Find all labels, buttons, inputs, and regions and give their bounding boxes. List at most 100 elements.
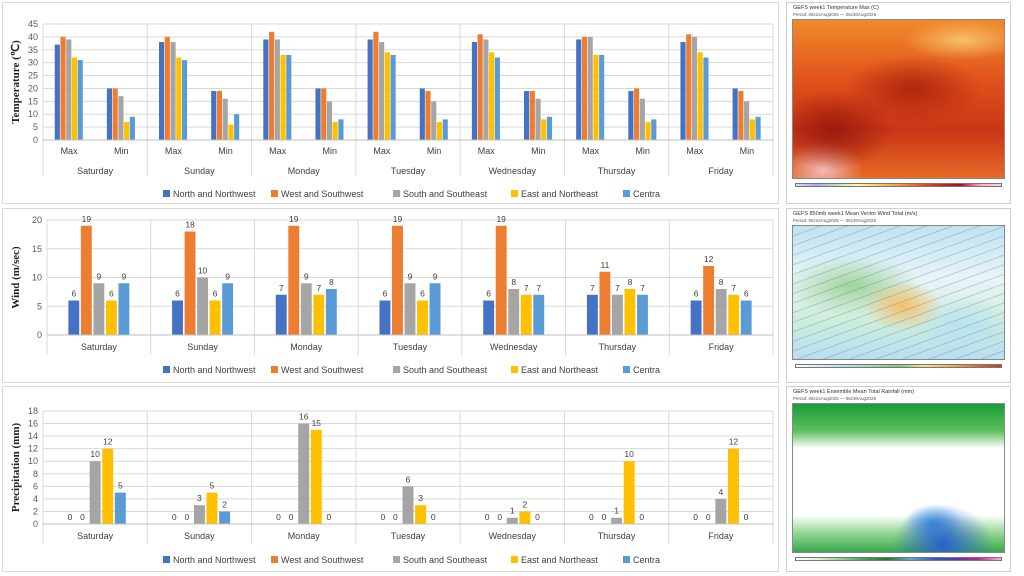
precipitation-day-label: Monday [288, 531, 321, 541]
wind-bar [275, 294, 287, 335]
wind-data-label: 6 [175, 289, 180, 299]
temperature-map-colorbar [795, 183, 1002, 187]
wind-y-tick-label: 5 [37, 301, 42, 311]
temperature-bar [494, 57, 500, 141]
temperature-subcategory-label: Max [373, 146, 391, 156]
temperature-bar [159, 42, 165, 140]
wind-bar [483, 300, 495, 335]
wind-y-tick-label: 0 [37, 330, 42, 340]
temperature-legend-entry: Centra [633, 189, 660, 199]
temperature-bar [77, 60, 83, 140]
wind-data-label: 19 [289, 214, 299, 224]
wind-data-label: 19 [393, 214, 403, 224]
wind-day-label: Wednesday [490, 342, 538, 352]
precipitation-day-label: Wednesday [489, 531, 537, 541]
temperature-bar [332, 121, 338, 140]
temperature-legend-swatch [393, 190, 400, 197]
wind-legend-swatch [393, 366, 400, 373]
wind-bar [703, 266, 715, 335]
precipitation-legend-entry: East and Northeast [521, 555, 599, 565]
precipitation-y-tick-label: 4 [33, 494, 38, 504]
rainfall-map-colorbar [795, 557, 1002, 561]
precipitation-day-label: Sunday [184, 531, 215, 541]
temperature-bar [546, 116, 553, 140]
wind-bar [300, 283, 312, 335]
wind-data-label: 9 [225, 271, 230, 281]
precipitation-bar [519, 511, 531, 524]
precipitation-data-label: 0 [485, 512, 490, 522]
temperature-subcategory-label: Min [740, 146, 755, 156]
rainfall-map: GEFS week1 Ensemble Mean Total Rainfall … [786, 386, 1011, 572]
wind-data-label: 6 [420, 289, 425, 299]
temperature-day-label: Friday [708, 166, 734, 176]
wind-data-label: 6 [486, 289, 491, 299]
precipitation-bar [219, 511, 231, 524]
precipitation-legend-entry: West and Southwest [281, 555, 364, 565]
wind-bar [184, 231, 196, 335]
temperature-day-label: Sunday [184, 166, 215, 176]
temperature-bar [315, 88, 321, 140]
wind-map-colorbar [795, 364, 1002, 368]
precipitation-data-label: 0 [380, 512, 385, 522]
wind-day-label: Monday [290, 342, 323, 352]
wind-day-label: Tuesday [393, 342, 428, 352]
wind-bar [68, 300, 80, 335]
temperature-bar [379, 42, 385, 140]
precipitation-data-label: 10 [90, 449, 100, 459]
temperature-map-field [792, 19, 1005, 179]
temperature-subcategory-label: Max [269, 146, 287, 156]
temperature-y-tick-label: 15 [28, 96, 38, 106]
wind-chart: 05101520619969Saturday6181069Sunday71997… [10, 214, 774, 375]
temperature-bar [66, 39, 72, 140]
temperature-bar [129, 116, 135, 140]
temperature-bar [222, 98, 228, 140]
precipitation-day-label: Friday [708, 531, 734, 541]
wind-data-label: 19 [496, 214, 506, 224]
precipitation-data-label: 2 [523, 499, 528, 509]
wind-bar [288, 225, 300, 335]
temperature-bar [269, 31, 275, 140]
wind-bar [209, 300, 221, 335]
wind-data-label: 7 [316, 283, 321, 293]
wind-y-axis-title: Wind (m/sec) [10, 246, 22, 309]
temperature-subcategory-label: Max [478, 146, 496, 156]
temperature-bar [581, 36, 588, 141]
wind-bar [520, 294, 532, 335]
wind-bar [197, 277, 209, 335]
temperature-y-tick-label: 45 [28, 19, 38, 29]
precipitation-data-label: 0 [184, 512, 189, 522]
wind-bar [313, 294, 325, 335]
wind-legend-entry: East and Northeast [521, 365, 599, 375]
temperature-max-map: GEFS week1 Temperature Max (C) Period: 0… [786, 2, 1011, 204]
wind-chart-panel: 0 5 10 15 20 6 19 9 6 9 Saturday 6 18 10 6 9 Sunday 7 19 9 7… [2, 208, 779, 383]
rainfall-map-period: Period: 06z24Aug2025 — 06z30Aug2025 [793, 396, 877, 401]
wind-day-label: Thursday [599, 342, 637, 352]
temperature-bar [321, 88, 327, 140]
precipitation-bar [623, 461, 635, 524]
precipitation-data-label: 3 [418, 493, 423, 503]
wind-data-label: 6 [71, 289, 76, 299]
temperature-bar [541, 119, 547, 140]
precipitation-data-label: 0 [589, 512, 594, 522]
temperature-bar [211, 91, 217, 140]
temperature-bar [639, 98, 645, 140]
rainfall-map-field [792, 403, 1005, 553]
temperature-bar [442, 119, 448, 140]
wind-data-label: 7 [536, 283, 541, 293]
wind-bar [533, 294, 545, 335]
wind-data-label: 7 [590, 283, 595, 293]
temperature-bar [524, 91, 530, 140]
precipitation-bar [114, 492, 126, 524]
wind-data-label: 9 [433, 271, 438, 281]
temperature-bar [587, 36, 593, 141]
wind-data-label: 6 [383, 289, 388, 299]
wind-y-tick-label: 20 [32, 215, 42, 225]
temperature-bar [697, 52, 703, 140]
wind-legend-entry: West and Southwest [281, 365, 364, 375]
precipitation-legend-swatch [163, 556, 170, 563]
temperature-bar [749, 119, 755, 140]
precipitation-day-label: Thursday [598, 531, 636, 541]
temperature-bar [593, 54, 599, 140]
temperature-bar [634, 88, 640, 140]
